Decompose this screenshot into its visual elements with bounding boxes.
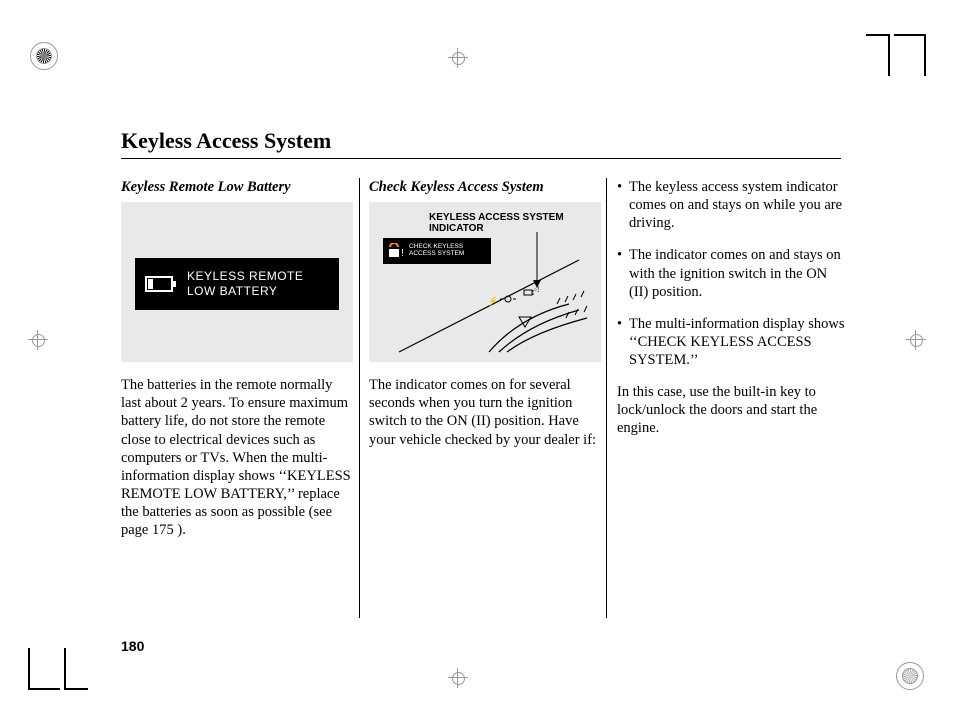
bullet-list: The keyless access system indicator come… <box>617 178 849 369</box>
display-line-2: LOW BATTERY <box>187 284 277 298</box>
crosshair-icon <box>906 330 926 350</box>
body-text: The batteries in the remote normally las… <box>121 376 353 539</box>
figure-low-battery: KEYLESS REMOTE LOW BATTERY <box>121 202 353 362</box>
list-item: The indicator comes on and stays on with… <box>617 246 849 300</box>
column-3: The keyless access system indicator come… <box>617 178 849 452</box>
paragraph: The batteries in the remote normally las… <box>121 376 353 539</box>
registration-mark-icon <box>30 42 58 70</box>
svg-text:⚡: ⚡ <box>487 295 498 307</box>
figure-indicator: KEYLESS ACCESS SYSTEM INDICATOR ! CHECK … <box>369 202 601 362</box>
crosshair-icon <box>448 48 468 68</box>
battery-low-icon <box>145 274 177 294</box>
manual-page: Keyless Access System Keyless Remote Low… <box>0 0 954 710</box>
display-text: KEYLESS REMOTE LOW BATTERY <box>187 269 303 299</box>
crosshair-icon <box>28 330 48 350</box>
column-2: Check Keyless Access System KEYLESS ACCE… <box>369 178 601 449</box>
crop-mark-icon <box>866 34 890 76</box>
subhead-low-battery: Keyless Remote Low Battery <box>121 178 353 196</box>
list-item: The keyless access system indicator come… <box>617 178 849 232</box>
svg-text:◦!: ◦! <box>534 285 540 294</box>
list-item: The multi-information display shows ‘‘CH… <box>617 315 849 369</box>
column-divider <box>606 178 607 618</box>
paragraph: In this case, use the built-in key to lo… <box>617 383 849 437</box>
column-1: Keyless Remote Low Battery KEYLESS REMOT… <box>121 178 353 539</box>
callout-line-icon: ⚡ ◦! <box>369 202 601 362</box>
page-title: Keyless Access System <box>121 128 331 154</box>
body-text: The indicator comes on for several secon… <box>369 376 601 449</box>
crop-mark-icon <box>64 648 88 690</box>
display-line-1: KEYLESS REMOTE <box>187 269 303 283</box>
column-divider <box>359 178 360 618</box>
registration-mark-icon <box>896 662 924 690</box>
display-panel: KEYLESS REMOTE LOW BATTERY <box>135 258 339 310</box>
page-number: 180 <box>121 638 144 654</box>
crosshair-icon <box>448 668 468 688</box>
crop-mark-icon <box>28 648 60 690</box>
crop-mark-icon <box>894 34 926 76</box>
paragraph: The indicator comes on for several secon… <box>369 376 601 449</box>
title-rule <box>121 158 841 159</box>
subhead-check-system: Check Keyless Access System <box>369 178 601 196</box>
